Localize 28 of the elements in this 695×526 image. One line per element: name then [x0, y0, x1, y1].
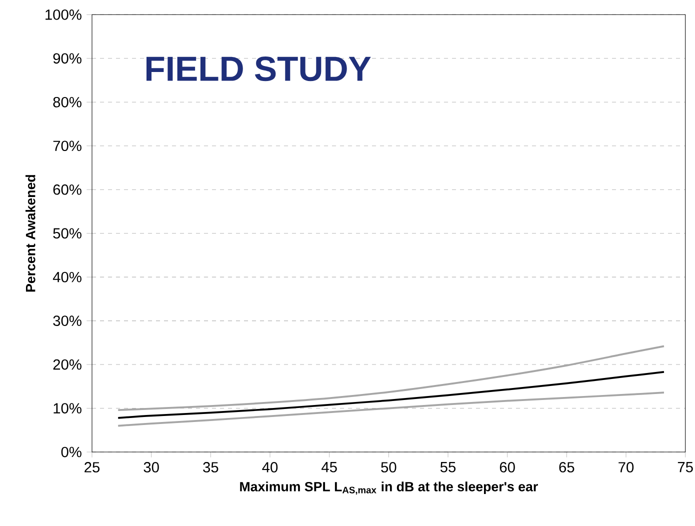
line-series: [117, 392, 665, 427]
x-tick-label: 55: [440, 462, 456, 472]
x-tick-label: 25: [84, 462, 100, 472]
x-tick-label: 60: [500, 462, 515, 472]
line-series: [117, 345, 665, 411]
x-tick-label: 65: [559, 462, 574, 472]
x-tick-label: 75: [678, 462, 693, 472]
y-tick-label: 60%: [53, 184, 82, 195]
x-tick-label: 40: [262, 462, 278, 472]
text: FIELD STUDY: [146, 56, 371, 82]
line-series: [117, 371, 665, 419]
y-tick-label: 70%: [53, 140, 82, 152]
y-axis-title: Percent Awakened: [26, 175, 36, 292]
y-tick-label: 10%: [54, 403, 82, 414]
y-tick-label: 90%: [53, 53, 82, 64]
x-tick-label: 45: [322, 462, 337, 472]
y-tick-label: 30%: [53, 316, 82, 326]
x-tick-label: 35: [203, 462, 218, 472]
x-tick-label: 30: [144, 462, 159, 472]
y-tick-label: 80%: [53, 96, 82, 108]
x-tick-label: 50: [381, 462, 396, 472]
y-tick-label: 20%: [53, 359, 82, 370]
y-tick-label: 50%: [53, 228, 82, 239]
y-tick-label: 40%: [52, 272, 82, 282]
x-tick-label: 70: [618, 462, 634, 472]
y-tick-label: 100%: [46, 9, 82, 20]
y-tick-label: 0%: [61, 446, 82, 458]
x-axis-title: Maximum SPL L$_{AS,max}$ in dB at the sleeper's ear: [240, 482, 538, 495]
